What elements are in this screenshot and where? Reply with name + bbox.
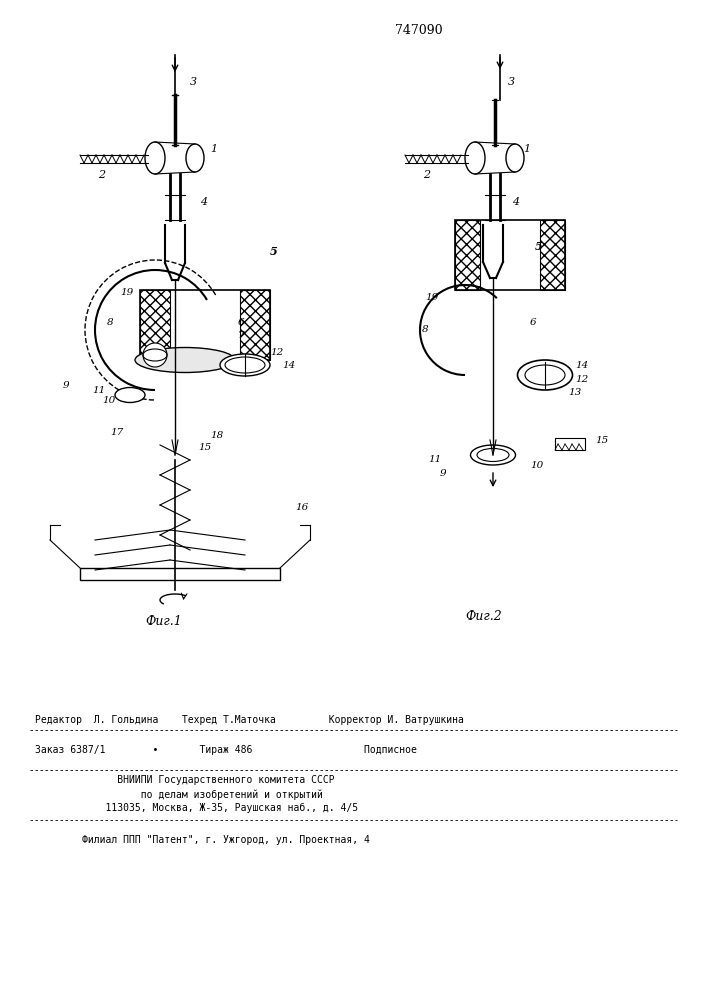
Text: Фиг.1: Фиг.1	[145, 615, 182, 628]
Text: 5: 5	[535, 241, 543, 252]
Bar	[455, 220, 565, 290]
Text: 5: 5	[270, 246, 278, 257]
Bar	[140, 290, 270, 360]
Text: 1: 1	[210, 144, 217, 154]
Text: ВНИИПИ Государственного комитета СССР: ВНИИПИ Государственного комитета СССР	[35, 775, 334, 785]
Text: 4: 4	[512, 197, 519, 207]
Text: 10: 10	[102, 396, 115, 405]
Ellipse shape	[518, 360, 573, 390]
Text: 9: 9	[63, 381, 69, 390]
Bar	[80, 568, 280, 580]
Bar	[240, 290, 270, 360]
Text: 6: 6	[530, 318, 537, 327]
Text: 15: 15	[198, 443, 211, 452]
Text: 11: 11	[428, 455, 441, 464]
Text: 14: 14	[282, 361, 296, 370]
Text: 8: 8	[107, 318, 114, 327]
Text: 4: 4	[200, 197, 207, 207]
Text: 16: 16	[295, 503, 308, 512]
Text: 747090: 747090	[395, 23, 443, 36]
Ellipse shape	[135, 348, 235, 372]
Bar	[455, 220, 480, 290]
Ellipse shape	[220, 354, 270, 376]
Text: 3: 3	[508, 77, 515, 87]
Text: 12: 12	[575, 375, 588, 384]
Text: по делам изобретений и открытий: по делам изобретений и открытий	[35, 790, 323, 800]
Ellipse shape	[470, 445, 515, 465]
Text: 17: 17	[110, 428, 123, 437]
Text: 19: 19	[425, 293, 438, 302]
Text: 7: 7	[238, 331, 245, 340]
Text: Редактор  Л. Гольдина    Техред Т.Маточка         Корректор И. Ватрушкина: Редактор Л. Гольдина Техред Т.Маточка Ко…	[35, 715, 464, 725]
Text: 18: 18	[210, 431, 223, 440]
Text: 113035, Москва, Ж-35, Раушская наб., д. 4/5: 113035, Москва, Ж-35, Раушская наб., д. …	[35, 803, 358, 813]
Bar	[540, 220, 565, 290]
Text: Заказ 6387/1        •       Тираж 486                   Подписное: Заказ 6387/1 • Тираж 486 Подписное	[35, 745, 417, 755]
Text: 15: 15	[595, 436, 608, 445]
Text: Филиал ППП "Патент", г. Ужгород, ул. Проектная, 4: Филиал ППП "Патент", г. Ужгород, ул. Про…	[35, 835, 370, 845]
Text: 3: 3	[190, 77, 197, 87]
Text: 6: 6	[238, 318, 245, 327]
Text: 2: 2	[98, 170, 105, 180]
Text: 10: 10	[530, 461, 543, 470]
Text: 1: 1	[523, 144, 530, 154]
Text: 14: 14	[575, 361, 588, 370]
Text: 19: 19	[120, 288, 133, 297]
Text: 11: 11	[92, 386, 105, 395]
Circle shape	[143, 343, 167, 367]
Bar	[140, 290, 170, 360]
Text: 9: 9	[440, 469, 447, 478]
Bar	[555, 438, 585, 450]
Text: 12: 12	[270, 348, 284, 357]
Text: 13: 13	[568, 388, 581, 397]
Text: 2: 2	[423, 170, 430, 180]
Text: Фиг.2: Фиг.2	[465, 610, 502, 623]
Text: 8: 8	[422, 325, 428, 334]
Ellipse shape	[115, 387, 145, 402]
